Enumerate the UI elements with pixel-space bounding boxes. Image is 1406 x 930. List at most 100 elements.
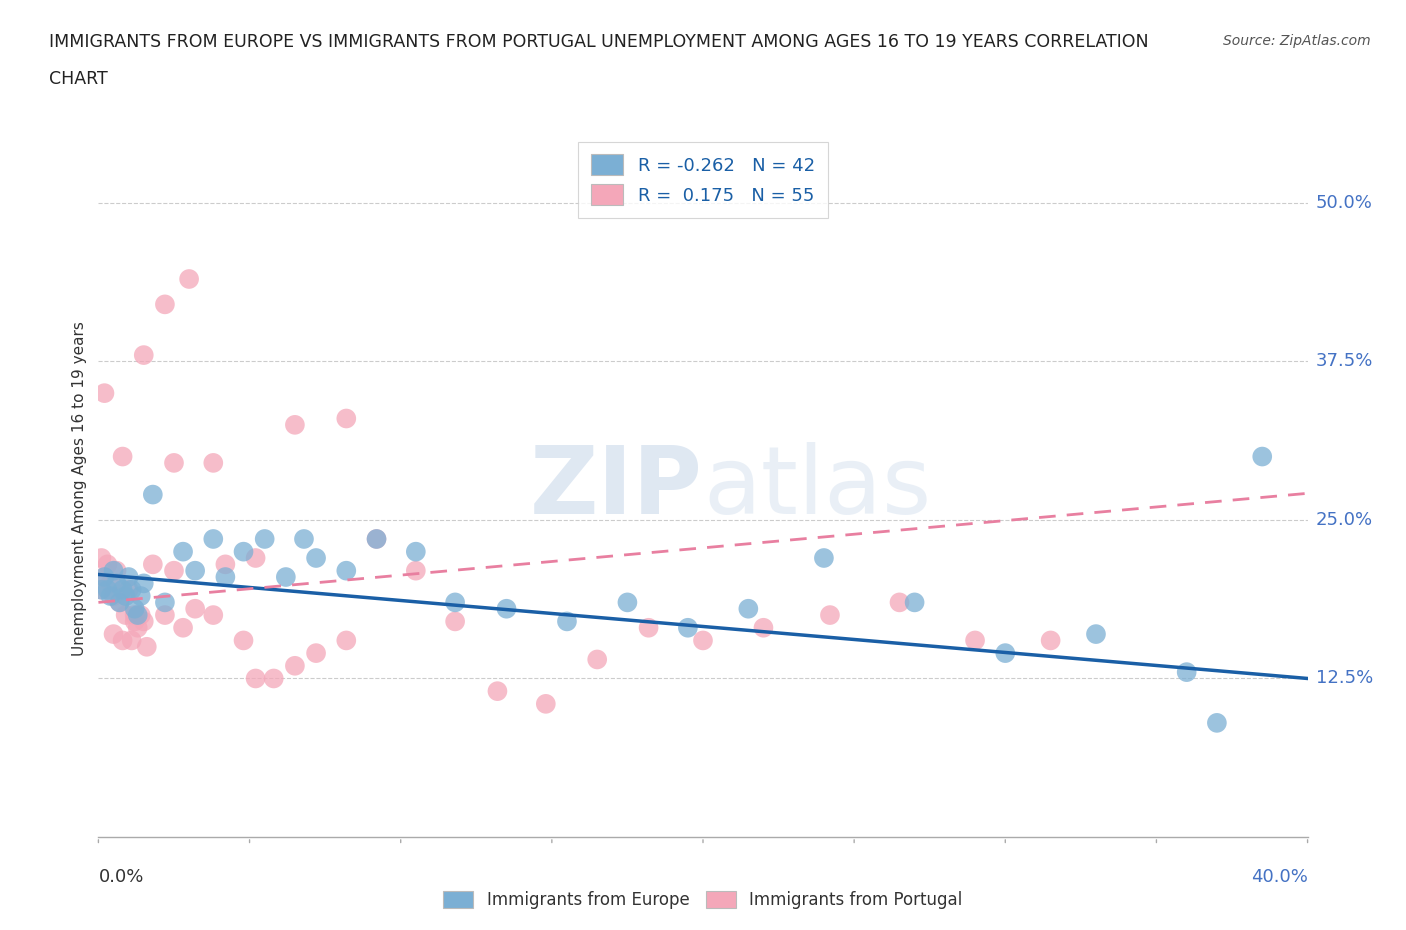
Point — [93, 569, 115, 584]
Point — [818, 607, 841, 622]
Point — [335, 564, 357, 578]
Text: CHART: CHART — [49, 70, 108, 87]
Point — [335, 411, 357, 426]
Point — [616, 595, 638, 610]
Point — [586, 652, 609, 667]
Point — [305, 645, 328, 660]
Point — [96, 557, 118, 572]
Point — [405, 544, 427, 559]
Point — [444, 614, 467, 629]
Point — [232, 544, 254, 559]
Text: ZIP: ZIP — [530, 443, 703, 534]
Point — [90, 582, 112, 597]
Point — [90, 551, 112, 565]
Text: 12.5%: 12.5% — [1316, 670, 1374, 687]
Point — [118, 582, 141, 597]
Point — [111, 449, 134, 464]
Point — [1039, 633, 1062, 648]
Point — [184, 564, 207, 578]
Point — [495, 602, 517, 617]
Point — [637, 620, 659, 635]
Point — [135, 639, 157, 654]
Point — [534, 697, 557, 711]
Point — [202, 607, 225, 622]
Point — [335, 633, 357, 648]
Point — [752, 620, 775, 635]
Text: 50.0%: 50.0% — [1316, 194, 1372, 212]
Point — [1085, 627, 1108, 642]
Point — [172, 620, 194, 635]
Point — [245, 551, 267, 565]
Point — [366, 532, 388, 547]
Point — [121, 582, 143, 597]
Point — [121, 633, 143, 648]
Text: 40.0%: 40.0% — [1251, 869, 1308, 886]
Point — [405, 564, 427, 578]
Point — [305, 551, 328, 565]
Point — [153, 595, 176, 610]
Point — [692, 633, 714, 648]
Point — [232, 633, 254, 648]
Legend: Immigrants from Europe, Immigrants from Portugal: Immigrants from Europe, Immigrants from … — [434, 883, 972, 917]
Point — [889, 595, 911, 610]
Point — [444, 595, 467, 610]
Point — [284, 658, 307, 673]
Point — [105, 564, 128, 578]
Point — [124, 602, 146, 617]
Point — [100, 576, 122, 591]
Point — [127, 620, 149, 635]
Point — [1175, 665, 1198, 680]
Point — [214, 557, 236, 572]
Point — [124, 607, 146, 622]
Point — [366, 532, 388, 547]
Point — [108, 595, 131, 610]
Point — [129, 589, 152, 604]
Point — [103, 589, 125, 604]
Point — [1251, 449, 1274, 464]
Text: IMMIGRANTS FROM EUROPE VS IMMIGRANTS FROM PORTUGAL UNEMPLOYMENT AMONG AGES 16 TO: IMMIGRANTS FROM EUROPE VS IMMIGRANTS FRO… — [49, 33, 1149, 50]
Point — [127, 607, 149, 622]
Point — [108, 595, 131, 610]
Point — [274, 569, 297, 584]
Point — [965, 633, 987, 648]
Point — [245, 671, 267, 686]
Point — [263, 671, 285, 686]
Point — [111, 633, 134, 648]
Point — [153, 297, 176, 312]
Point — [129, 607, 152, 622]
Point — [132, 614, 155, 629]
Point — [253, 532, 276, 547]
Point — [202, 532, 225, 547]
Point — [1206, 715, 1229, 730]
Point — [153, 607, 176, 622]
Point — [904, 595, 927, 610]
Point — [100, 589, 122, 604]
Point — [202, 456, 225, 471]
Text: 37.5%: 37.5% — [1316, 352, 1374, 370]
Point — [114, 607, 136, 622]
Point — [132, 576, 155, 591]
Text: 25.0%: 25.0% — [1316, 511, 1374, 529]
Point — [124, 614, 146, 629]
Point — [142, 557, 165, 572]
Point — [96, 582, 118, 597]
Point — [284, 418, 307, 432]
Point — [103, 627, 125, 642]
Point — [103, 564, 125, 578]
Text: 0.0%: 0.0% — [98, 869, 143, 886]
Point — [132, 348, 155, 363]
Point — [93, 386, 115, 401]
Point — [813, 551, 835, 565]
Point — [142, 487, 165, 502]
Point — [172, 544, 194, 559]
Point — [111, 582, 134, 597]
Point — [292, 532, 315, 547]
Text: Source: ZipAtlas.com: Source: ZipAtlas.com — [1223, 34, 1371, 48]
Point — [676, 620, 699, 635]
Point — [105, 576, 128, 591]
Point — [486, 684, 509, 698]
Point — [163, 456, 186, 471]
Point — [214, 569, 236, 584]
Legend: R = -0.262   N = 42, R =  0.175   N = 55: R = -0.262 N = 42, R = 0.175 N = 55 — [578, 141, 828, 218]
Point — [177, 272, 201, 286]
